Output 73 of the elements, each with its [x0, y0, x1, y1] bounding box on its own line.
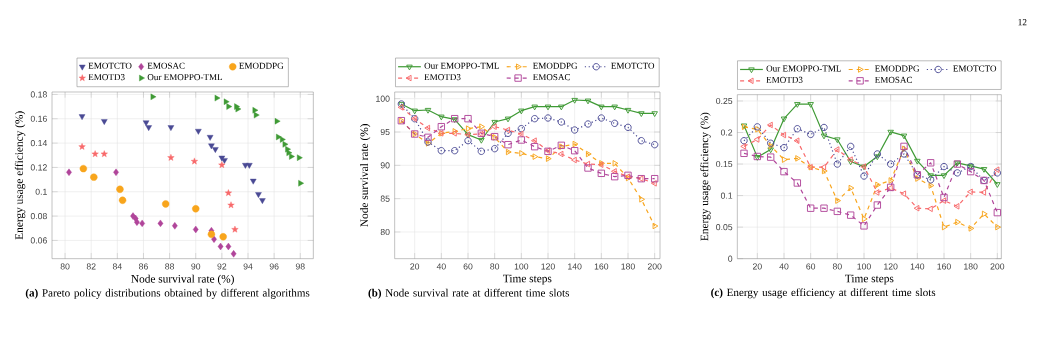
- x-tick-label: 100: [857, 263, 871, 270]
- legend-label: Our EMOPPO-TML: [424, 62, 499, 69]
- legend-label: Our EMOPPO-TML: [147, 74, 223, 81]
- x-tick-label: 140: [910, 263, 925, 270]
- x-tick-label: 100: [514, 263, 529, 270]
- text: (b) Node survival rate at different time slots: [368, 288, 570, 299]
- y-tick-label: 0.1: [35, 188, 47, 195]
- legend-label: EMOTD3: [424, 74, 461, 81]
- x-tick-label: 82: [86, 263, 96, 270]
- legend-label: Our EMOPPO-TML: [766, 65, 841, 72]
- text: 12: [1018, 19, 1027, 26]
- text: (c) Energy usage efficiency at different time slots: [711, 288, 936, 299]
- x-tick-label: 200: [647, 263, 662, 270]
- x-tick-label: 94: [243, 263, 253, 270]
- y-tick-label: 100: [376, 95, 390, 102]
- legend-label: EMOTCTO: [611, 62, 655, 69]
- x-tick-label: 20: [752, 263, 762, 270]
- x-tick-label: 80: [490, 263, 500, 270]
- x-tick-label: 180: [964, 263, 978, 270]
- y-tick-label: 0.25: [716, 97, 733, 105]
- y-tick-label: 0.14: [30, 140, 48, 147]
- y-tick-label: 0.2: [720, 129, 733, 136]
- x-tick-label: 60: [806, 263, 816, 270]
- x-tick-label: 88: [165, 263, 175, 270]
- x-tick-label: 40: [779, 263, 789, 270]
- x-axis-title: Time steps: [503, 274, 552, 285]
- y-tick-label: 0.16: [30, 115, 47, 122]
- legend-label: EMOTD3: [88, 74, 125, 81]
- y-tick-label: 0.1: [720, 192, 733, 199]
- x-tick-label: 160: [594, 263, 609, 270]
- y-axis-title: Energy usage efficiency (%): [14, 111, 26, 240]
- x-tick-label: 180: [621, 263, 635, 270]
- x-tick-label: 90: [191, 263, 201, 270]
- y-axis-title: Node survival rate (%): [360, 124, 371, 227]
- x-tick-label: 80: [60, 263, 70, 270]
- legend-label: EMODDPG: [533, 62, 578, 69]
- y-tick-label: 0.08: [30, 213, 47, 220]
- legend-label: EMOSAC: [875, 76, 913, 83]
- x-tick-label: 96: [269, 263, 279, 270]
- y-tick-label: 0: [728, 255, 733, 262]
- y-tick-label: 0.18: [30, 91, 47, 98]
- y-tick-label: 0.06: [30, 237, 47, 244]
- x-tick-label: 60: [463, 263, 473, 270]
- x-tick-label: 200: [990, 263, 1005, 270]
- legend-label: EMODDPG: [875, 65, 920, 72]
- y-tick-label: 80: [380, 228, 390, 236]
- x-tick-label: 80: [832, 263, 842, 270]
- legend-label: EMOTCTO: [88, 62, 132, 69]
- x-tick-label: 84: [112, 263, 122, 270]
- text: (a) Pareto policy distributions obtained by different algorithms: [25, 288, 310, 299]
- x-tick-label: 160: [937, 263, 951, 270]
- legend-label: EMOTCTO: [953, 65, 997, 72]
- x-tick-label: 120: [541, 263, 555, 270]
- x-tick-label: 98: [295, 263, 305, 270]
- legend-label: EMOSAC: [533, 74, 571, 81]
- legend-label: EMOTD3: [766, 76, 803, 83]
- x-tick-label: 92: [217, 263, 227, 270]
- y-tick-label: 95: [380, 128, 390, 136]
- y-axis-title: Energy usage efficiency (%): [700, 112, 711, 241]
- y-tick-label: 90: [380, 162, 390, 169]
- x-tick-label: 86: [139, 263, 148, 270]
- x-tick-label: 120: [884, 263, 898, 270]
- y-tick-label: 0.12: [30, 164, 47, 171]
- y-tick-label: 85: [380, 195, 390, 202]
- y-tick-label: 0.05: [716, 224, 733, 231]
- y-tick-label: 0.15: [716, 160, 733, 168]
- legend-label: EMODDPG: [239, 62, 284, 69]
- x-tick-label: 140: [568, 263, 582, 270]
- x-axis-title: Time steps: [845, 274, 894, 285]
- x-tick-label: 20: [410, 263, 420, 270]
- x-tick-label: 40: [436, 263, 446, 270]
- legend-label: EMOSAC: [147, 62, 185, 69]
- x-axis-title: Node survival rate (%): [131, 274, 234, 285]
